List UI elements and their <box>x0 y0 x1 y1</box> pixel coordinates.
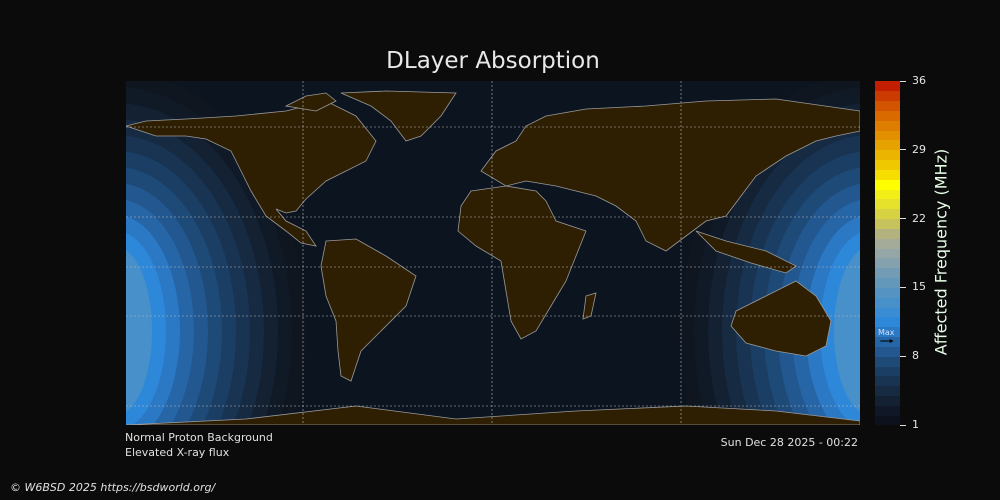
colorbar-band <box>875 179 900 190</box>
colorbar-band <box>875 307 900 318</box>
colorbar-band <box>875 385 900 396</box>
colorbar-band <box>875 120 900 131</box>
colorbar-band <box>875 287 900 298</box>
colorbar-band <box>875 208 900 220</box>
colorbar-band <box>875 248 900 259</box>
colorbar-band <box>875 130 900 141</box>
colorbar-band <box>875 198 900 210</box>
xray-status: Elevated X-ray flux <box>125 446 230 459</box>
colorbar-tick: 8 <box>900 349 919 362</box>
colorbar-band <box>875 110 900 121</box>
colorbar-band <box>875 336 900 347</box>
colorbar-band <box>875 228 900 239</box>
colorbar-tick: 15 <box>900 280 926 293</box>
max-arrow-icon <box>880 339 894 343</box>
colorbar-band <box>875 139 900 151</box>
colorbar-band <box>875 405 900 416</box>
colorbar-band <box>875 169 900 180</box>
absorption-contour <box>126 247 152 415</box>
absorption-contour <box>834 247 860 415</box>
colorbar-band <box>875 375 900 387</box>
africa <box>457 185 587 340</box>
antarctica <box>126 405 860 425</box>
colorbar-band <box>875 395 900 406</box>
colorbar-band <box>875 159 900 170</box>
colorbar-band <box>875 81 900 92</box>
colorbar-band <box>875 100 900 111</box>
colorbar-band <box>875 297 900 308</box>
copyright: © W6BSD 2025 https://bsdworld.org/ <box>10 481 216 494</box>
colorbar-band <box>875 356 900 367</box>
absorption-map <box>126 81 860 425</box>
greenland <box>340 90 457 142</box>
arctic-islands <box>284 92 337 112</box>
colorbar-band <box>875 189 900 200</box>
australia <box>730 280 832 357</box>
land-masses <box>126 90 860 425</box>
indonesia <box>695 230 797 274</box>
colorbar-band <box>875 257 900 269</box>
max-marker-label: Max <box>878 328 895 337</box>
graticule <box>126 81 860 425</box>
colorbar-band <box>875 90 900 102</box>
colorbar-band <box>875 267 900 279</box>
colorbar-tick: 22 <box>900 212 926 225</box>
colorbar-band <box>875 366 900 377</box>
colorbar-band <box>875 277 900 288</box>
colorbar-band <box>875 218 900 229</box>
colorbar-band <box>875 149 900 161</box>
colorbar-band <box>875 238 900 249</box>
colorbar-band <box>875 346 900 357</box>
colorbar-tick: 36 <box>900 74 926 87</box>
colorbar-band <box>875 415 900 426</box>
colorbar-band <box>875 316 900 328</box>
colorbar-tick: 29 <box>900 143 926 156</box>
colorbar <box>875 81 900 426</box>
proton-status: Normal Proton Background <box>125 431 273 444</box>
colorbar-band <box>875 326 900 338</box>
colorbar-label: Affected Frequency (MHz) <box>931 148 951 356</box>
timestamp: Sun Dec 28 2025 - 00:22 <box>720 436 858 449</box>
south-america <box>320 238 417 382</box>
colorbar-tick: 1 <box>900 418 919 431</box>
eurasia <box>480 98 860 252</box>
chart-title: DLayer Absorption <box>386 48 600 74</box>
